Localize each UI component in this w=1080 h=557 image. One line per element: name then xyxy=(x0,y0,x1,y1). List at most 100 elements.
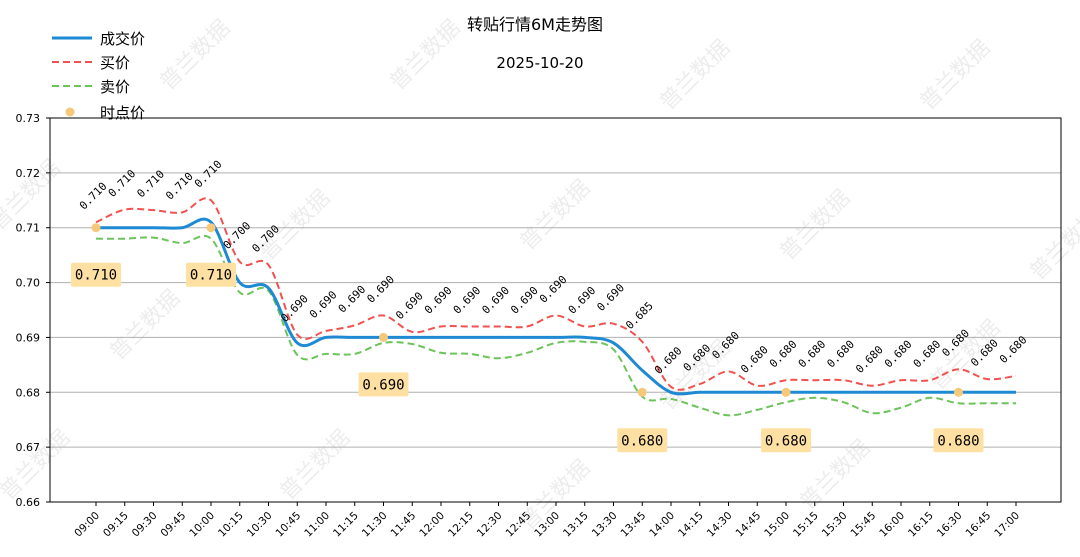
legend: 成交价 买价 卖价 时点价 xyxy=(52,30,145,122)
point-value-label: 0.710 xyxy=(106,167,139,200)
y-tick-label: 0.73 xyxy=(16,112,41,125)
x-tick-label: 09:00 xyxy=(72,510,102,540)
point-value-label: 0.700 xyxy=(221,219,254,252)
watermark-text: 普兰数据 xyxy=(655,35,735,115)
timepoint-label-text: 0.680 xyxy=(765,433,807,449)
point-value-label: 0.680 xyxy=(853,343,886,376)
point-value-label: 0.685 xyxy=(623,299,656,332)
point-value-label: 0.690 xyxy=(594,281,627,314)
y-tick-label: 0.72 xyxy=(16,167,41,180)
timepoint-marker xyxy=(91,223,101,233)
x-tick-label: 10:30 xyxy=(245,510,275,540)
point-value-label: 0.680 xyxy=(824,338,857,371)
timepoint-label-box xyxy=(617,428,668,453)
timepoint-label-text: 0.680 xyxy=(937,433,979,449)
timepoint-label: 0.680 xyxy=(933,428,984,453)
point-value-label: 0.680 xyxy=(997,333,1030,366)
point-value-label: 0.690 xyxy=(451,284,484,317)
point-value-label: 0.690 xyxy=(508,284,541,317)
x-tick-label: 13:15 xyxy=(561,510,591,540)
series-line-trade xyxy=(95,217,1016,396)
legend-label-ask: 卖价 xyxy=(100,78,130,96)
watermark-text: 普兰数据 xyxy=(515,175,595,255)
legend-label-bid: 买价 xyxy=(100,54,130,72)
x-tick-label: 15:00 xyxy=(762,510,792,540)
series-layer xyxy=(95,197,1017,417)
timepoint-marker xyxy=(781,387,791,397)
timepoint-label-text: 0.680 xyxy=(621,433,663,449)
timepoint-label: 0.690 xyxy=(358,372,409,397)
timepoint-marker xyxy=(637,387,647,397)
x-tick-label: 17:00 xyxy=(992,510,1022,540)
watermark-text: 普兰数据 xyxy=(385,15,465,95)
point-value-label: 0.710 xyxy=(192,158,225,191)
x-tick-label: 10:15 xyxy=(216,510,246,540)
y-axis: 0.66 0.67 0.68 0.69 0.70 0.71 0.72 0.73 xyxy=(16,112,50,509)
x-tick-label: 13:45 xyxy=(618,510,648,540)
timepoint-label-box xyxy=(761,428,811,453)
timepoint-marker xyxy=(379,332,388,342)
watermark-text: 普兰数据 xyxy=(155,15,235,95)
watermark-text: 普兰数据 xyxy=(255,185,335,265)
timepoint-label-text: 0.690 xyxy=(362,377,404,393)
watermark-text: 普兰数据 xyxy=(0,425,75,505)
timepoint-label-text: 0.710 xyxy=(75,268,117,284)
x-tick-label: 12:00 xyxy=(417,510,447,540)
x-tick-label: 11:30 xyxy=(360,510,390,540)
point-value-label: 0.680 xyxy=(652,344,685,377)
x-tick-label: 16:30 xyxy=(935,510,965,540)
y-tick-label: 0.66 xyxy=(16,496,41,509)
point-value-label: 0.690 xyxy=(422,284,455,317)
y-tick-label: 0.71 xyxy=(16,222,41,235)
point-value-label: 0.690 xyxy=(479,284,512,317)
x-tick-label: 14:15 xyxy=(676,510,706,540)
y-tick-label: 0.68 xyxy=(16,386,41,399)
x-tick-label: 12:30 xyxy=(475,510,505,540)
chart-date: 2025-10-20 xyxy=(496,54,583,72)
x-tick-label: 15:45 xyxy=(848,510,878,540)
point-value-label: 0.690 xyxy=(364,273,397,306)
point-value-label: 0.680 xyxy=(767,338,800,371)
y-tick-label: 0.67 xyxy=(16,441,41,454)
x-tick-label: 14:00 xyxy=(647,510,677,540)
x-tick-label: 10:45 xyxy=(273,510,303,540)
x-tick-label: 11:00 xyxy=(302,510,332,540)
point-value-label: 0.690 xyxy=(278,292,311,325)
timepoint-label-box xyxy=(186,262,236,287)
timepoint-label: 0.710 xyxy=(71,262,121,287)
watermark-text: 普兰数据 xyxy=(925,315,1005,395)
legend-label-timepoint: 时点价 xyxy=(100,104,145,122)
timepoint-label-box xyxy=(358,372,409,397)
timepoint-marker xyxy=(206,223,216,233)
y-tick-label: 0.70 xyxy=(16,277,41,290)
x-tick-label: 10:00 xyxy=(187,510,217,540)
point-value-label: 0.710 xyxy=(77,180,110,213)
point-value-label: 0.680 xyxy=(882,338,915,371)
series-line-bid xyxy=(95,197,1017,391)
timepoint-label-box xyxy=(71,262,121,287)
point-value-label: 0.680 xyxy=(796,338,829,371)
x-tick-label: 15:15 xyxy=(791,510,821,540)
timepoint-marker xyxy=(954,387,963,397)
timepoint-label-box xyxy=(933,428,984,453)
point-value-label: 0.690 xyxy=(566,284,599,317)
x-tick-label: 11:15 xyxy=(331,510,361,540)
x-tick-label: 16:00 xyxy=(877,510,907,540)
series-line-ask xyxy=(95,234,1016,417)
point-value-label: 0.690 xyxy=(537,273,570,306)
y-tick-label: 0.69 xyxy=(16,331,41,344)
legend-swatch-timepoint xyxy=(65,107,75,117)
watermark-text: 普兰数据 xyxy=(275,425,355,505)
point-value-label: 0.690 xyxy=(307,288,340,321)
timepoint-label-text: 0.710 xyxy=(190,268,232,284)
x-tick-label: 11:45 xyxy=(388,510,418,540)
x-tick-label: 09:15 xyxy=(101,510,131,540)
x-tick-label: 14:45 xyxy=(733,510,763,540)
x-tick-label: 13:30 xyxy=(590,510,620,540)
watermark-text: 普兰数据 xyxy=(775,185,855,265)
watermark-text: 普兰数据 xyxy=(1025,205,1080,285)
x-tick-label: 15:30 xyxy=(820,510,850,540)
legend-label-trade: 成交价 xyxy=(100,30,145,48)
